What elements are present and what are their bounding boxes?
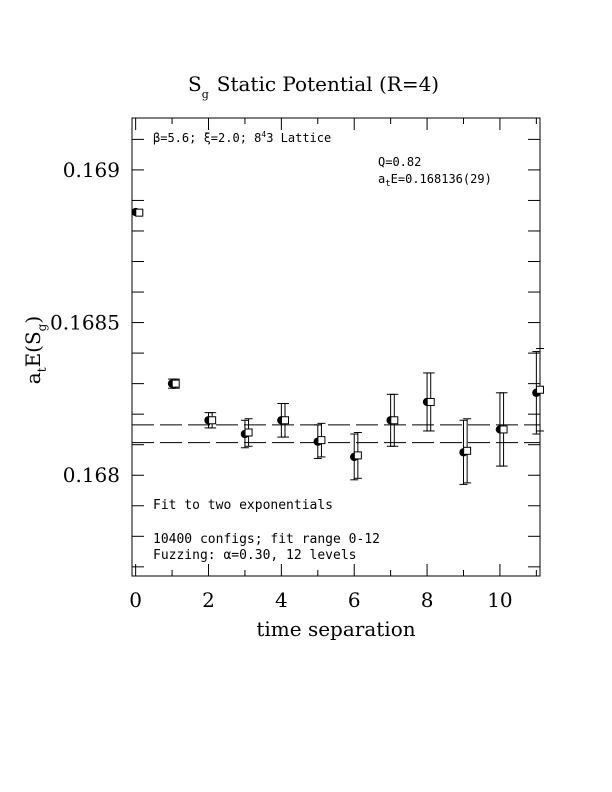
axis-ticks: 0 2 4 6 8 10 0.168 0.1685 0.169: [50, 118, 540, 612]
y-axis-label: atE(Sg): [21, 316, 49, 384]
lattice-annotation: β=5.6; ξ=2.0; 843 Lattice: [153, 130, 331, 145]
data-point-square: [390, 416, 399, 425]
data-point-square: [208, 416, 217, 425]
data-point-square: [426, 397, 435, 406]
title-main: S: [188, 72, 202, 96]
data-point-square: [353, 451, 362, 460]
x-tick-label: 2: [202, 588, 215, 612]
data-point-square: [135, 208, 144, 217]
fit-energy: atE=0.168136(29): [378, 172, 492, 189]
data-point-square: [536, 385, 544, 394]
y-tick-label: 0.169: [63, 158, 120, 182]
x-tick-label: 8: [421, 588, 434, 612]
chart-title: Sg Static Potential (R=4): [188, 72, 439, 101]
y-tick-label: 0.168: [63, 463, 120, 487]
data-point-square: [281, 416, 289, 425]
data-point-square: [463, 446, 472, 455]
plot-frame: [131, 117, 541, 577]
note-configs: 10400 configs; fit range 0-12: [153, 532, 380, 547]
x-tick-label: 6: [348, 588, 361, 612]
x-axis-label: time separation: [256, 617, 415, 641]
data-point-square: [171, 379, 180, 388]
fit-band: [132, 424, 540, 444]
x-tick-label: 4: [275, 588, 288, 612]
data-marks: [131, 207, 544, 485]
title-rest: Static Potential (R=4): [217, 72, 439, 96]
x-tick-label: 10: [487, 588, 512, 612]
data-point-square: [317, 436, 326, 445]
y-tick-label: 0.1685: [50, 311, 120, 335]
note-fuzzing: Fuzzing: α=0.30, 12 levels: [153, 548, 357, 563]
data-point-square: [499, 425, 508, 434]
fit-quality: Q=0.82: [378, 155, 421, 169]
data-point-square: [244, 428, 253, 437]
x-tick-label: 0: [129, 588, 142, 612]
note-fit-type: Fit to two exponentials: [153, 498, 333, 513]
title-subscript: g: [202, 88, 209, 101]
